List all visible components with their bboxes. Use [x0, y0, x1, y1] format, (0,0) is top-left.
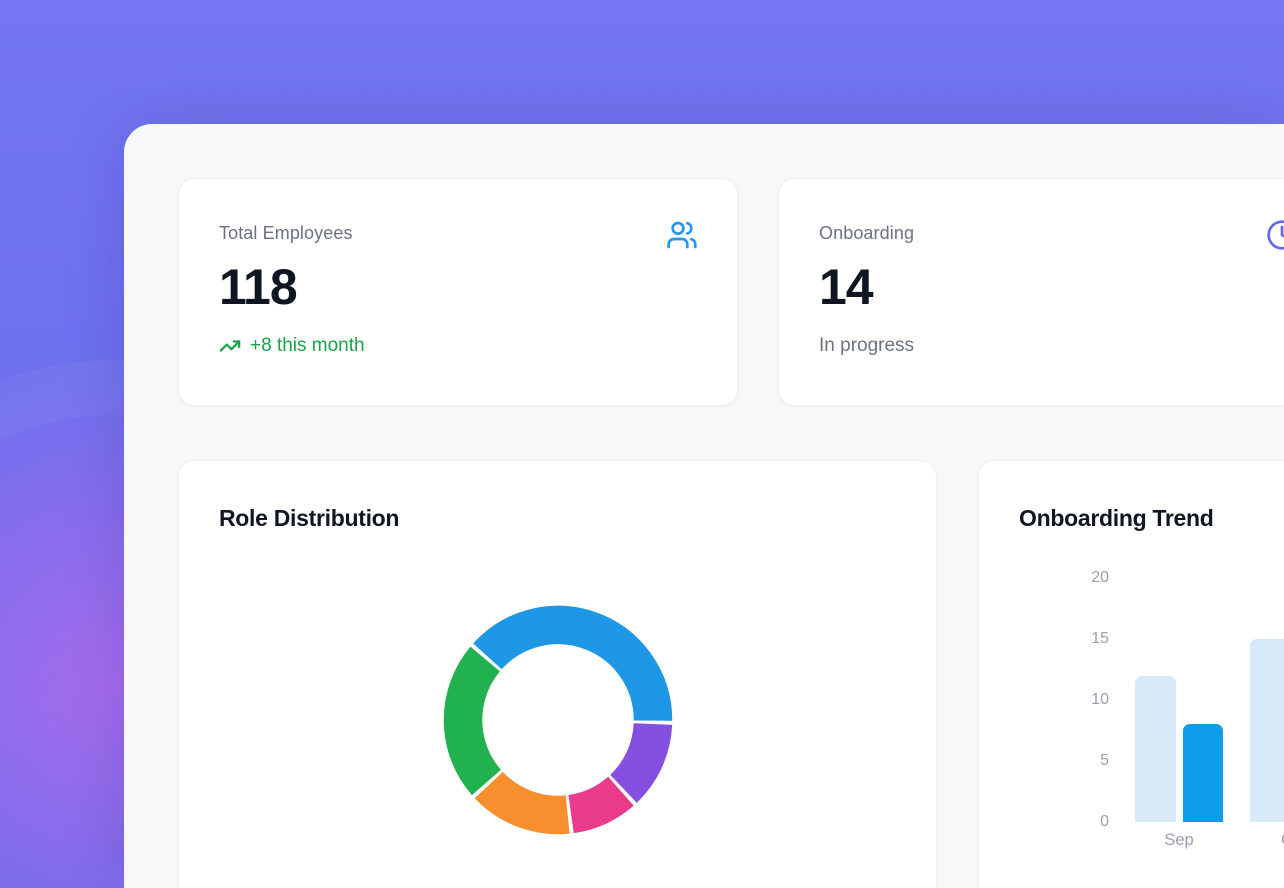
x-axis-label: Oct: [1254, 831, 1284, 850]
chart-title-role-distribution: Role Distribution: [219, 505, 400, 531]
dashboard-panel: Total Employees 118 +8 this month Onboar…: [124, 124, 1284, 888]
y-axis-tick: 5: [1100, 752, 1109, 769]
role-distribution-donut-chart: [443, 605, 673, 835]
y-axis-tick: 20: [1091, 569, 1109, 586]
users-icon: [666, 219, 698, 251]
onboarding-trend-bar-chart: 0 5 10 15 20 Sep Oct: [979, 461, 1284, 888]
stat-subtext-row: In progress: [819, 335, 914, 357]
y-axis-tick: 10: [1091, 691, 1109, 708]
chart-title-onboarding-trend: Onboarding Trend: [1019, 505, 1214, 531]
segment-orange: [474, 771, 570, 835]
segment-purple: [609, 722, 673, 803]
stat-card-total-employees: Total Employees 118 +8 this month: [178, 178, 738, 406]
stat-subtext: In progress: [819, 335, 915, 356]
stat-subtext-row: +8 this month: [219, 335, 365, 357]
stat-value: 14: [819, 259, 874, 315]
clock-icon: [1266, 219, 1284, 251]
bar-sep-light: [1135, 675, 1176, 822]
stat-subtext: +8 this month: [250, 335, 365, 356]
stat-label: Total Employees: [219, 223, 353, 243]
stat-card-onboarding: Onboarding 14 In progress: [778, 178, 1284, 406]
segment-pink: [567, 776, 634, 834]
segment-green: [443, 646, 502, 796]
stat-value: 118: [219, 259, 298, 315]
segment-blue: [473, 605, 673, 722]
stat-label: Onboarding: [819, 223, 915, 243]
role-distribution-card: Role Distribution: [178, 460, 937, 888]
y-axis-tick: 0: [1100, 813, 1109, 830]
y-axis-tick: 15: [1091, 630, 1109, 647]
onboarding-trend-card: Onboarding Trend 0 5 10 15 20 Sep Oct: [978, 460, 1284, 888]
x-axis-label: Sep: [1164, 831, 1194, 849]
trending-up-icon: [219, 335, 241, 357]
bar-sep-dark: [1183, 724, 1223, 822]
bar-oct-light: [1250, 639, 1284, 822]
